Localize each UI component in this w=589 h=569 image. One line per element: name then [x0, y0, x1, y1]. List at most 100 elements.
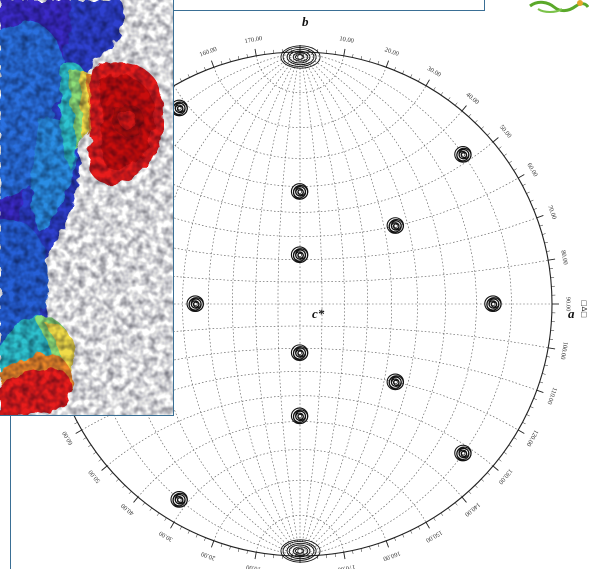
circumference-tick: [544, 364, 548, 367]
contour-ring: [290, 183, 309, 200]
circumference-label: 10.00: [246, 563, 262, 569]
circumference-tick: [377, 543, 380, 548]
circumference-tick: [425, 79, 430, 86]
pole-peak: [290, 183, 309, 200]
contour-ring: [282, 541, 317, 561]
circumference-tick: [468, 113, 472, 117]
circumference-label: 60.00: [525, 162, 538, 178]
circumference-tick: [74, 422, 78, 425]
circumference-tick: [447, 507, 451, 511]
circumference-tick: [474, 120, 478, 123]
circumference-tick: [518, 429, 525, 434]
circumference-tick: [394, 67, 396, 71]
protein-surface-image: [0, 0, 173, 415]
pole-peak: [186, 295, 204, 313]
circumference-tick: [170, 522, 175, 529]
parallel-line: [173, 85, 427, 159]
circumference-tick: [522, 183, 526, 186]
peak-center: [177, 106, 182, 111]
top-right-divider: [484, 0, 485, 11]
peak-center: [298, 351, 302, 355]
circumference-label: 50.00: [498, 124, 513, 140]
pole-peak: [280, 45, 321, 69]
circumference-tick: [352, 550, 354, 554]
contour-ring: [170, 491, 188, 508]
circumference-tick: [254, 48, 257, 56]
circumference-tick: [546, 250, 550, 252]
circumference-tick: [526, 191, 530, 194]
circumference-label: 30.00: [158, 529, 174, 542]
circumference-tick: [433, 517, 436, 521]
circumference-tick: [75, 429, 82, 434]
left-frame-line: [10, 416, 11, 569]
circumference-tick: [498, 146, 502, 150]
circumference-tick: [544, 241, 548, 244]
circumference-label: 150.00: [425, 529, 444, 544]
contour-ring: [386, 373, 405, 391]
circumference-tick: [385, 540, 390, 548]
contour-ring: [292, 546, 309, 556]
peak-center: [177, 497, 182, 502]
meridian-line: [299, 51, 392, 557]
contour-ring: [454, 444, 472, 462]
circumference-tick: [122, 485, 126, 488]
circumference-tick: [410, 530, 413, 534]
circumference-tick: [133, 496, 139, 503]
contour-ring: [186, 295, 204, 313]
circumference-tick: [195, 534, 198, 538]
parallel-line: [213, 67, 387, 128]
circumference-tick: [492, 465, 499, 471]
pole-peaks: [170, 45, 502, 563]
circumference-tick: [246, 54, 248, 58]
circumference-tick: [530, 199, 534, 202]
circumference-tick: [548, 347, 556, 350]
circumference-tick: [518, 174, 525, 179]
circumference-tick: [536, 389, 544, 394]
circumference-tick: [546, 356, 550, 358]
circumference-tick: [369, 546, 371, 550]
contour-ring: [386, 217, 405, 234]
circumference-tick: [539, 381, 544, 384]
contour-ring: [286, 542, 315, 560]
circumference-tick: [461, 496, 467, 503]
circumference-tick: [229, 58, 231, 62]
circumference-tick: [385, 60, 390, 68]
circumference-tick: [508, 444, 512, 448]
parallel-line: [137, 421, 463, 498]
pole-peak: [290, 246, 309, 264]
pole-peak: [170, 491, 188, 508]
circumference-tick: [128, 491, 132, 495]
pole-peak: [290, 344, 309, 362]
axis-label-c-star: c*: [312, 306, 325, 321]
circumference-label: 10.00: [339, 35, 355, 44]
circumference-tick: [369, 58, 371, 62]
circumference-label: 80.00: [559, 250, 568, 266]
circumference-label: 160.00: [382, 549, 401, 562]
circumference-tick: [377, 60, 380, 65]
circumference-tick: [210, 540, 215, 548]
protein-surface-inset: [0, 0, 174, 416]
circumference-tick: [526, 414, 530, 417]
circumference-tick: [536, 214, 544, 219]
circumference-tick: [503, 451, 507, 455]
circumference-tick: [447, 97, 451, 101]
circumference-tick: [210, 60, 215, 68]
circumference-tick: [468, 491, 472, 495]
contour-ring: [292, 52, 309, 62]
pole-peak: [454, 444, 472, 462]
circumference-label: 20.00: [384, 46, 400, 58]
circumference-tick: [454, 502, 458, 506]
circumference-tick: [530, 406, 534, 409]
circumference-tick: [548, 258, 556, 261]
pole-peak: [290, 407, 309, 425]
circumference-tick: [508, 160, 512, 164]
circumference-tick: [492, 137, 499, 143]
circumference-tick: [360, 548, 363, 552]
peak-center: [297, 548, 303, 554]
circumference-tick: [533, 398, 537, 400]
circumference-tick: [220, 60, 223, 65]
contour-ring: [280, 539, 321, 563]
peak-center: [297, 54, 303, 60]
circumference-tick: [402, 534, 405, 538]
circumference-tick: [522, 422, 526, 425]
